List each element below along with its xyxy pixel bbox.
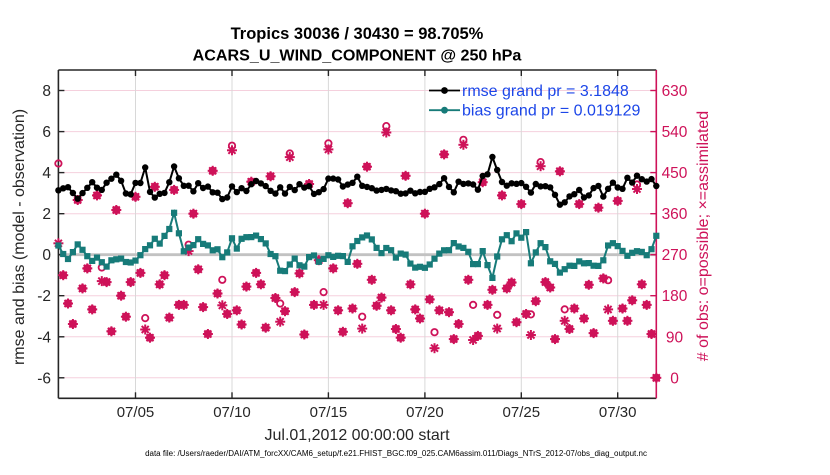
svg-text:-6: -6	[37, 370, 51, 387]
svg-text:07/20: 07/20	[406, 404, 444, 421]
svg-text:07/30: 07/30	[599, 404, 637, 421]
svg-text:540: 540	[662, 124, 688, 141]
svg-text:rmse grand pr = 3.1848: rmse grand pr = 3.1848	[462, 83, 629, 100]
svg-text:180: 180	[662, 288, 688, 305]
svg-text:07/15: 07/15	[310, 404, 348, 421]
svg-text:2: 2	[42, 206, 51, 223]
svg-text:8: 8	[42, 83, 51, 100]
svg-text:07/25: 07/25	[503, 404, 541, 421]
svg-text:630: 630	[662, 83, 688, 100]
svg-text:-4: -4	[37, 329, 51, 346]
svg-text:270: 270	[662, 247, 688, 264]
svg-text:Jul.01,2012 00:00:00 start: Jul.01,2012 00:00:00 start	[264, 427, 450, 444]
svg-text:ACARS_U_WIND_COMPONENT @ 250 h: ACARS_U_WIND_COMPONENT @ 250 hPa	[193, 47, 523, 65]
svg-text:360: 360	[662, 206, 688, 223]
svg-text:07/10: 07/10	[213, 404, 251, 421]
svg-text:Tropics 30036 / 30430 = 98.705: Tropics 30036 / 30430 = 98.705%	[231, 25, 484, 43]
svg-text:data file: /Users/raeder/DAI/A: data file: /Users/raeder/DAI/ATM_forcXX/…	[145, 449, 647, 458]
svg-text:rmse and bias (model - observa: rmse and bias (model - observation)	[11, 109, 28, 365]
svg-text:# of obs: o=possible; ×=assimi: # of obs: o=possible; ×=assimilated	[695, 111, 712, 361]
svg-text:07/05: 07/05	[117, 404, 155, 421]
svg-text:4: 4	[42, 165, 51, 182]
svg-text:6: 6	[42, 124, 51, 141]
svg-text:90: 90	[666, 329, 684, 346]
svg-text:bias grand pr = 0.019129: bias grand pr = 0.019129	[462, 103, 640, 120]
svg-text:0: 0	[42, 247, 51, 264]
svg-text:0: 0	[670, 370, 679, 387]
svg-text:450: 450	[662, 165, 688, 182]
svg-text:-2: -2	[37, 288, 51, 305]
